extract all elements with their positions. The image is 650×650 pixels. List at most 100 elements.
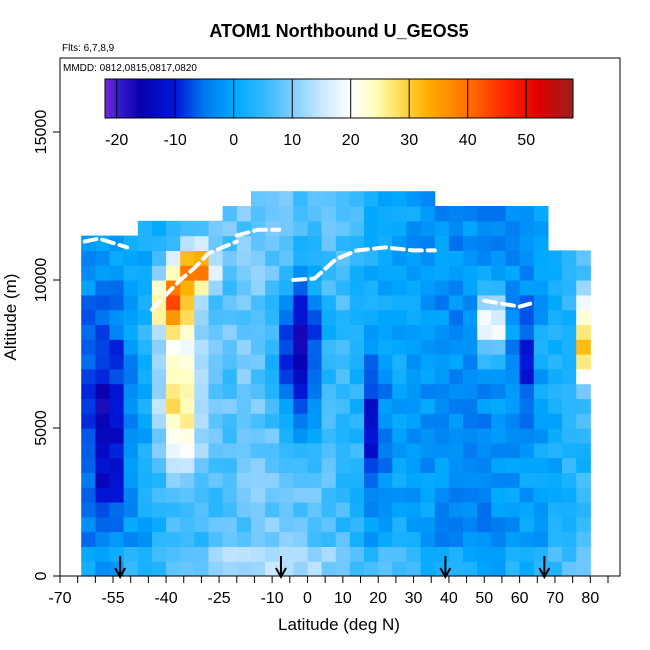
- colorbar-swatch: [143, 79, 147, 118]
- heatmap-cell: [491, 368, 506, 385]
- heatmap-cell: [364, 354, 379, 370]
- heatmap-cell: [81, 265, 96, 281]
- heatmap-cell: [81, 294, 96, 311]
- heatmap-cell: [236, 428, 252, 444]
- heatmap-cell: [364, 265, 379, 281]
- heatmap-cell: [265, 339, 280, 355]
- heatmap-cell: [151, 502, 167, 518]
- heatmap-cell: [519, 487, 535, 503]
- colorbar-swatch: [502, 79, 507, 118]
- heatmap-cell: [448, 324, 464, 340]
- x-tick-label: -25: [208, 590, 231, 607]
- colorbar-swatch: [105, 79, 109, 118]
- heatmap-cell: [335, 428, 351, 444]
- heatmap-cell: [491, 265, 506, 281]
- x-tick-label: -40: [155, 590, 178, 607]
- heatmap-cell: [123, 383, 139, 399]
- heatmap-cell: [533, 294, 549, 311]
- heatmap-cell: [420, 250, 436, 266]
- heatmap-cell: [406, 531, 422, 547]
- colorbar-swatch: [271, 79, 276, 118]
- heatmap-cell: [208, 250, 224, 266]
- colorbar-border: [104, 78, 574, 119]
- colorbar-swatch: [485, 79, 489, 118]
- heatmap-cell: [562, 516, 577, 533]
- heatmap-cell: [236, 531, 252, 547]
- heatmap-cell: [265, 561, 280, 577]
- heatmap-cell: [547, 561, 563, 577]
- heatmap-cell: [420, 324, 436, 340]
- colorbar-swatch: [300, 79, 305, 118]
- heatmap-cell: [364, 220, 379, 237]
- colorbar-swatch: [344, 79, 349, 118]
- heatmap-cell: [250, 546, 266, 562]
- heatmap-cell: [562, 457, 577, 473]
- heatmap-cell: [137, 324, 153, 340]
- heatmap-cell: [166, 354, 181, 370]
- heatmap-cell: [533, 265, 549, 281]
- heatmap-cell: [463, 280, 478, 296]
- heatmap-cell: [81, 516, 96, 533]
- heatmap-cell: [364, 368, 379, 385]
- heatmap-cell: [335, 354, 351, 370]
- heatmap-cell: [151, 339, 167, 355]
- heatmap-cell: [448, 368, 464, 385]
- heatmap-cell: [519, 531, 535, 547]
- profile-arrow-head: [538, 567, 551, 580]
- heatmap-cell: [505, 383, 521, 399]
- colorbar-swatch: [248, 79, 252, 118]
- colorbar-swatch: [160, 79, 164, 118]
- heatmap-cell: [406, 324, 422, 340]
- heatmap-cell: [406, 280, 422, 296]
- heatmap-cell: [547, 531, 563, 547]
- heatmap-cell: [222, 354, 238, 370]
- x-axis-label: Latitude (deg N): [278, 615, 400, 634]
- heatmap-cell: [335, 472, 351, 488]
- colorbar-swatch: [517, 79, 521, 118]
- heatmap-cell: [123, 457, 139, 473]
- heatmap-cell: [307, 383, 323, 399]
- heatmap-cell: [137, 235, 153, 251]
- heatmap-cell: [307, 368, 323, 385]
- colorbar-swatch: [403, 79, 407, 118]
- heatmap-cell: [236, 472, 252, 488]
- heatmap-cell: [81, 324, 96, 340]
- heatmap-cell: [533, 516, 549, 533]
- heatmap-cell: [434, 324, 450, 340]
- colorbar-swatch: [494, 79, 498, 118]
- heatmap-cell: [378, 516, 393, 533]
- heatmap-cell: [81, 280, 96, 296]
- heatmap-cell: [463, 442, 478, 459]
- heatmap-cell: [434, 457, 450, 473]
- heatmap-cell: [434, 309, 450, 325]
- heatmap-cell: [420, 354, 436, 370]
- heatmap-cell: [279, 309, 294, 325]
- colorbar-swatch: [169, 79, 173, 118]
- heatmap-cell: [448, 220, 464, 237]
- heatmap-cell: [95, 516, 111, 533]
- heatmap-cell: [335, 294, 351, 311]
- heatmap-cell: [151, 546, 167, 562]
- heatmap-cell: [378, 442, 393, 459]
- heatmap-cell: [406, 428, 422, 444]
- heatmap-cell: [151, 487, 167, 503]
- heatmap-cell: [477, 442, 492, 459]
- x-tick-label: 10: [334, 590, 352, 607]
- chart-title: ATOM1 Northbound U_GEOS5: [209, 21, 468, 41]
- colorbar-swatch: [353, 79, 358, 118]
- heatmap-cell: [349, 220, 365, 237]
- heatmap-cell: [166, 413, 181, 429]
- heatmap-cell: [123, 250, 139, 266]
- heatmap-cell: [392, 383, 407, 399]
- colorbar-swatch: [347, 79, 352, 118]
- heatmap-cell: [533, 324, 549, 340]
- heatmap-cell: [349, 368, 365, 385]
- heatmap-cell: [533, 442, 549, 459]
- flights-note: Flts: 6,7,8,9: [62, 43, 115, 54]
- heatmap-cell: [392, 206, 407, 222]
- colorbar-swatch: [154, 79, 159, 118]
- heatmap-cell: [81, 428, 96, 444]
- heatmap-cell: [166, 502, 181, 518]
- heatmap-cell: [321, 191, 337, 207]
- heatmap-cell: [463, 324, 478, 340]
